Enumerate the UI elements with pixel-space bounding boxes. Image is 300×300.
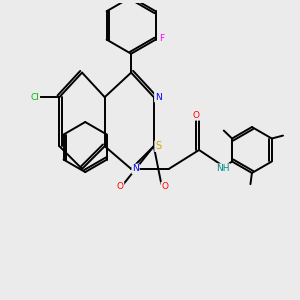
Text: S: S xyxy=(155,141,161,151)
Text: Cl: Cl xyxy=(30,93,39,102)
Text: N: N xyxy=(132,164,139,173)
Text: O: O xyxy=(193,111,200,120)
Text: F: F xyxy=(160,34,165,43)
Text: O: O xyxy=(161,182,168,191)
Text: N: N xyxy=(155,93,162,102)
Text: NH: NH xyxy=(216,164,230,173)
Text: O: O xyxy=(116,182,124,191)
